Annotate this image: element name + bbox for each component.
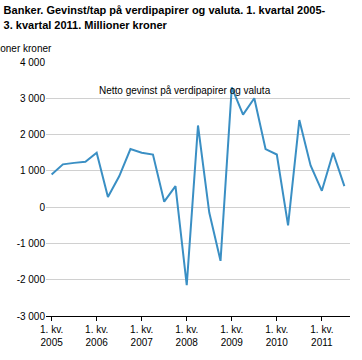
svg-text:Banker. Gevinst/tap på verdipa: Banker. Gevinst/tap på verdipapirer og v…	[4, 4, 326, 30]
svg-text:1. kv.2007: 1. kv.2007	[130, 324, 153, 348]
svg-text:-1 000: -1 000	[17, 238, 46, 249]
svg-text:2 000: 2 000	[20, 129, 45, 140]
svg-text:Netto gevinst på verdipapirer: Netto gevinst på verdipapirer og valuta	[99, 85, 271, 96]
svg-text:1 000: 1 000	[20, 165, 45, 176]
svg-text:Millioner kroner: Millioner kroner	[0, 43, 52, 54]
svg-text:-2 000: -2 000	[17, 274, 46, 285]
svg-text:1. kv.2005: 1. kv.2005	[40, 324, 63, 348]
svg-text:1. kv.2008: 1. kv.2008	[175, 324, 198, 348]
svg-text:4 000: 4 000	[20, 57, 45, 68]
svg-text:1. kv.2011: 1. kv.2011	[310, 324, 333, 348]
svg-text:1. kv.2010: 1. kv.2010	[265, 324, 288, 348]
svg-text:1. kv.2006: 1. kv.2006	[85, 324, 108, 348]
svg-text:1. kv.2009: 1. kv.2009	[220, 324, 243, 348]
svg-text:3 000: 3 000	[20, 93, 45, 104]
svg-text:0: 0	[39, 202, 45, 213]
svg-text:-3 000: -3 000	[17, 311, 46, 322]
